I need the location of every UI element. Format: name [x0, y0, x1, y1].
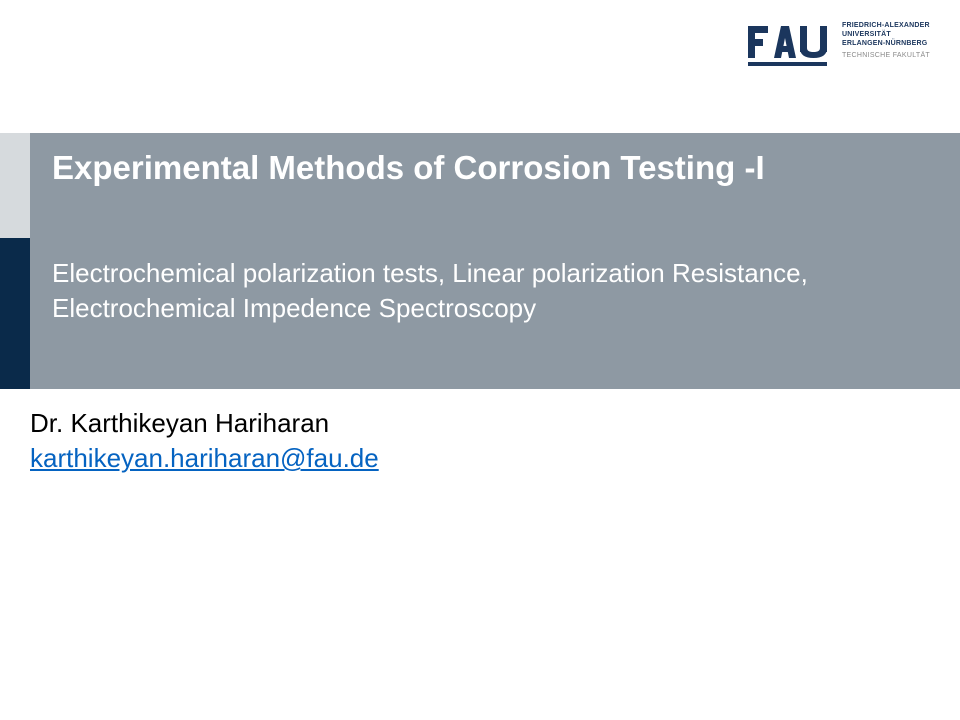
- author-block: Dr. Karthikeyan Hariharan karthikeyan.ha…: [30, 406, 379, 476]
- left-accent-bottom: [0, 238, 30, 389]
- left-accent-top: [0, 133, 30, 238]
- title-block: Experimental Methods of Corrosion Testin…: [30, 133, 960, 389]
- logo-faculty: TECHNISCHE FAKULTÄT: [842, 52, 930, 61]
- logo-line-2: UNIVERSITÄT: [842, 31, 930, 40]
- logo-text: FRIEDRICH-ALEXANDER UNIVERSITÄT ERLANGEN…: [842, 22, 930, 61]
- email-link[interactable]: karthikeyan.hariharan@fau.de: [30, 443, 379, 473]
- author-name: Dr. Karthikeyan Hariharan: [30, 406, 379, 441]
- author-email: karthikeyan.hariharan@fau.de: [30, 441, 379, 476]
- slide: FRIEDRICH-ALEXANDER UNIVERSITÄT ERLANGEN…: [0, 0, 960, 720]
- slide-title: Experimental Methods of Corrosion Testin…: [52, 147, 938, 188]
- logo-line-1: FRIEDRICH-ALEXANDER: [842, 22, 930, 31]
- fau-logo-icon: [748, 22, 834, 68]
- university-logo: FRIEDRICH-ALEXANDER UNIVERSITÄT ERLANGEN…: [748, 22, 930, 68]
- logo-line-3: ERLANGEN-NÜRNBERG: [842, 40, 930, 49]
- slide-subtitle: Electrochemical polarization tests, Line…: [52, 256, 938, 326]
